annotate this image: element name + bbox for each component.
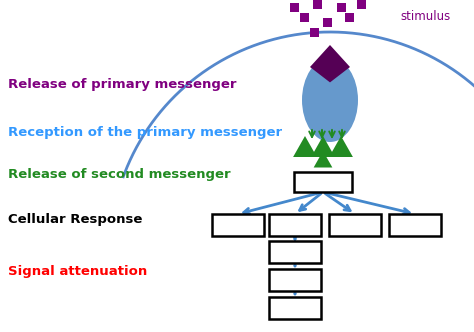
Text: stimulus: stimulus — [400, 10, 450, 23]
Bar — [269, 241, 321, 263]
Polygon shape — [314, 151, 332, 168]
Polygon shape — [329, 136, 353, 157]
Bar — [310, 28, 319, 37]
Bar — [212, 214, 264, 236]
Text: Signal attenuation: Signal attenuation — [8, 266, 147, 279]
Bar — [269, 269, 321, 291]
Bar — [337, 3, 346, 12]
Bar — [313, 0, 322, 9]
Bar — [294, 172, 352, 192]
Bar — [269, 214, 321, 236]
Bar — [269, 297, 321, 319]
Text: Release of primary messenger: Release of primary messenger — [8, 77, 237, 91]
Bar — [323, 18, 332, 27]
Text: Cellular Response: Cellular Response — [8, 213, 142, 226]
Text: Release of second messenger: Release of second messenger — [8, 168, 231, 181]
Bar — [389, 214, 441, 236]
Polygon shape — [310, 45, 350, 82]
Polygon shape — [311, 136, 335, 157]
Text: Reception of the primary messenger: Reception of the primary messenger — [8, 125, 282, 138]
Bar — [346, 13, 355, 22]
Bar — [301, 13, 310, 22]
Ellipse shape — [302, 58, 358, 142]
Bar — [329, 214, 381, 236]
Bar — [357, 0, 366, 9]
Polygon shape — [293, 136, 317, 157]
Bar — [291, 3, 300, 12]
